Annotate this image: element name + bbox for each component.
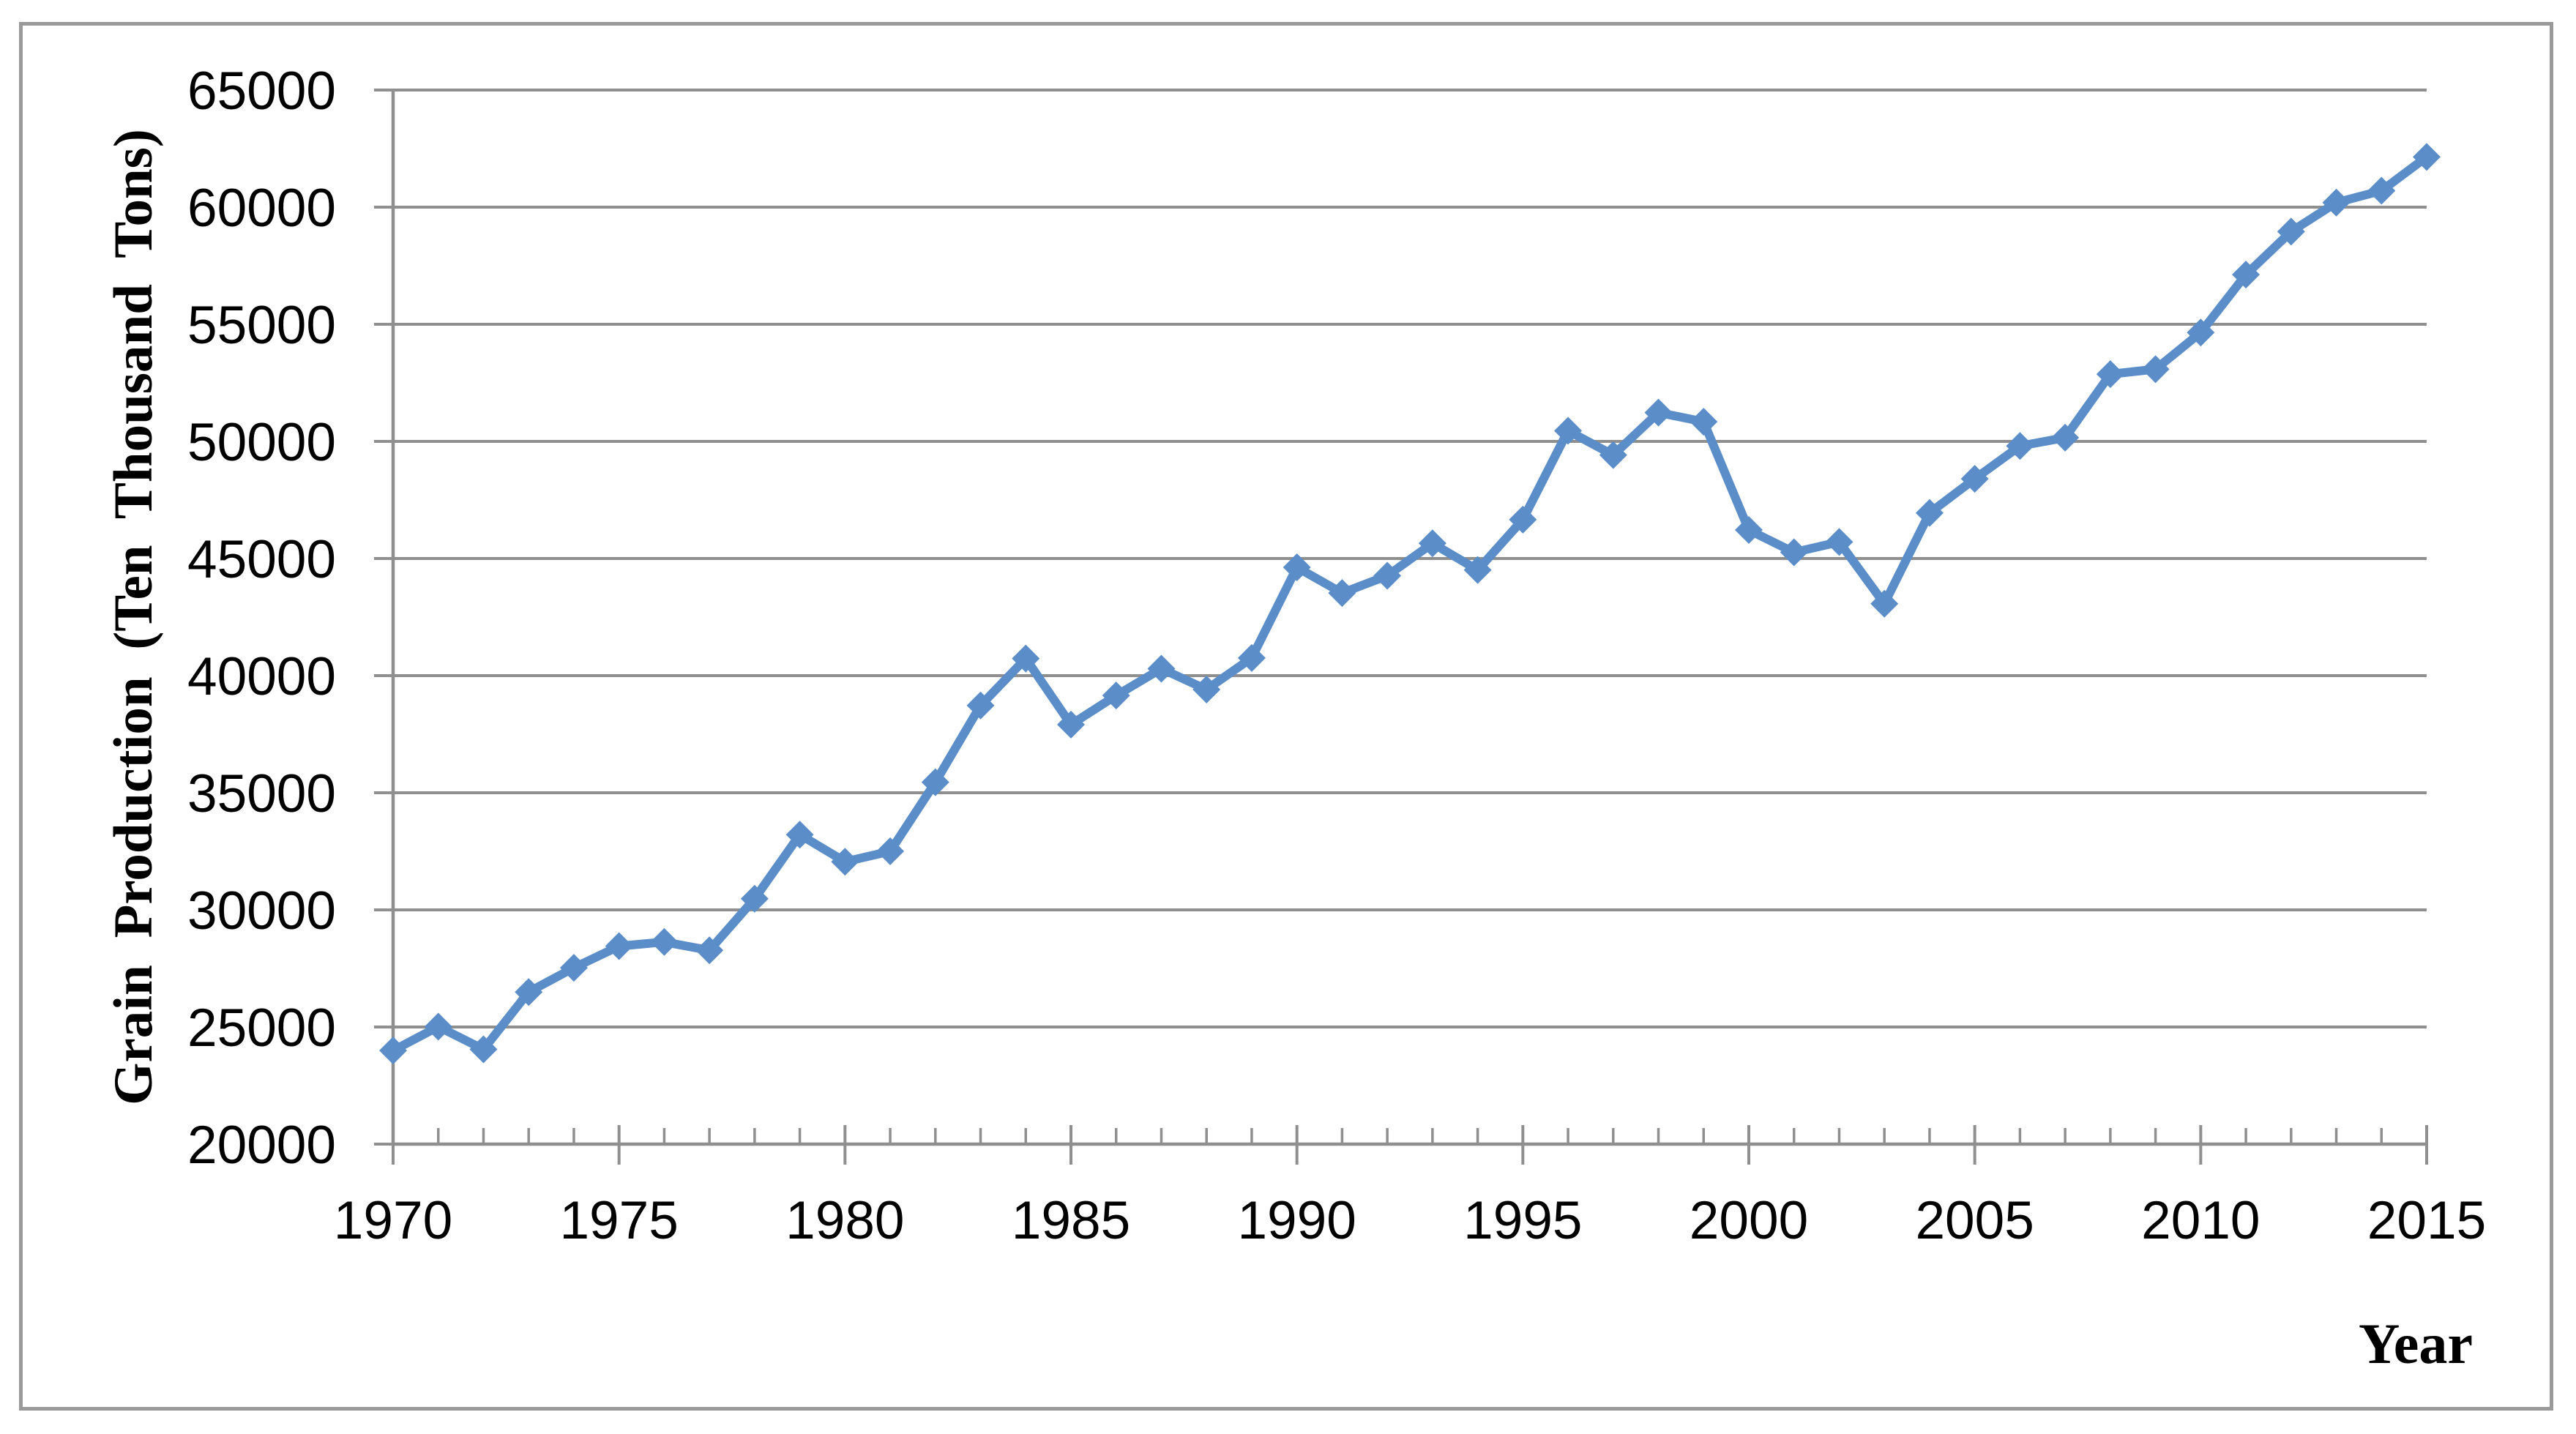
data-point-marker [2096, 360, 2124, 389]
data-point-marker [1328, 579, 1356, 608]
y-tick-label: 45000 [187, 530, 336, 589]
data-point-marker [469, 1035, 498, 1064]
data-point-marker [605, 932, 633, 960]
data-point-marker [921, 768, 949, 796]
data-point-marker [785, 821, 814, 849]
y-tick-label: 40000 [187, 647, 336, 706]
data-point-marker [424, 1012, 452, 1041]
data-point-marker [379, 1037, 407, 1065]
data-point-marker [1870, 589, 1899, 618]
data-point-marker [650, 927, 679, 956]
data-point-marker [1418, 529, 1446, 558]
data-point-marker [876, 837, 905, 865]
data-point-marker [1192, 675, 1221, 703]
y-tick-label: 30000 [187, 881, 336, 941]
x-axis-title: Year [2359, 1312, 2473, 1375]
data-point-marker [1237, 643, 1266, 672]
data-point-marker [1554, 417, 1583, 445]
x-tick-label: 2005 [1915, 1191, 2034, 1250]
x-tick-label: 2010 [2141, 1191, 2260, 1250]
data-point-marker [1735, 516, 1763, 545]
data-point-marker [1057, 710, 1085, 739]
data-point-marker [1463, 556, 1492, 584]
x-tick-label: 1990 [1237, 1191, 1356, 1250]
y-tick-label: 60000 [187, 179, 336, 238]
y-tick-label: 50000 [187, 413, 336, 472]
data-point-marker [1960, 465, 1989, 493]
data-point-marker [1780, 538, 1808, 567]
data-point-marker [515, 978, 543, 1007]
x-tick-label: 2000 [1690, 1191, 1808, 1250]
data-point-marker [2413, 143, 2441, 171]
data-point-marker [1915, 498, 1944, 527]
data-point-marker [1102, 681, 1130, 710]
x-tick-label: 1980 [785, 1191, 904, 1250]
data-point-marker [695, 936, 724, 965]
x-tick-label: 1970 [334, 1191, 452, 1250]
x-tick-label: 1985 [1012, 1191, 1130, 1250]
data-point-marker [1825, 528, 1853, 556]
data-point-marker [966, 691, 995, 720]
data-point-marker [2051, 423, 2080, 452]
data-point-marker [1147, 654, 1176, 683]
data-point-marker [2367, 176, 2396, 205]
x-tick-label: 2015 [2367, 1191, 2486, 1250]
data-point-marker [2322, 188, 2351, 217]
data-point-marker [1599, 441, 1627, 469]
data-point-marker [1509, 505, 1537, 534]
data-point-marker [1373, 561, 1402, 590]
data-point-marker [2277, 217, 2305, 246]
data-point-marker [1690, 408, 1718, 436]
data-point-marker [1644, 398, 1673, 427]
x-tick-label: 1995 [1463, 1191, 1582, 1250]
x-tick-label: 1975 [559, 1191, 678, 1250]
data-point-marker [1283, 553, 1311, 582]
data-point-marker [1012, 644, 1040, 673]
data-point-marker [2006, 432, 2034, 460]
y-tick-label: 35000 [187, 764, 336, 824]
y-tick-label: 20000 [187, 1116, 336, 1175]
y-axis-title: Grain Production (Ten Thousand Tons) [103, 129, 164, 1105]
series-line [391, 153, 2430, 1056]
data-point-marker [740, 884, 769, 913]
data-point-marker [559, 954, 588, 982]
y-tick-label: 55000 [187, 296, 336, 355]
data-point-marker [831, 848, 859, 876]
data-point-marker [2141, 355, 2170, 384]
y-tick-label: 65000 [187, 61, 336, 121]
y-tick-label: 25000 [187, 998, 336, 1058]
data-point-marker [2187, 318, 2215, 347]
data-point-marker [2232, 261, 2260, 289]
